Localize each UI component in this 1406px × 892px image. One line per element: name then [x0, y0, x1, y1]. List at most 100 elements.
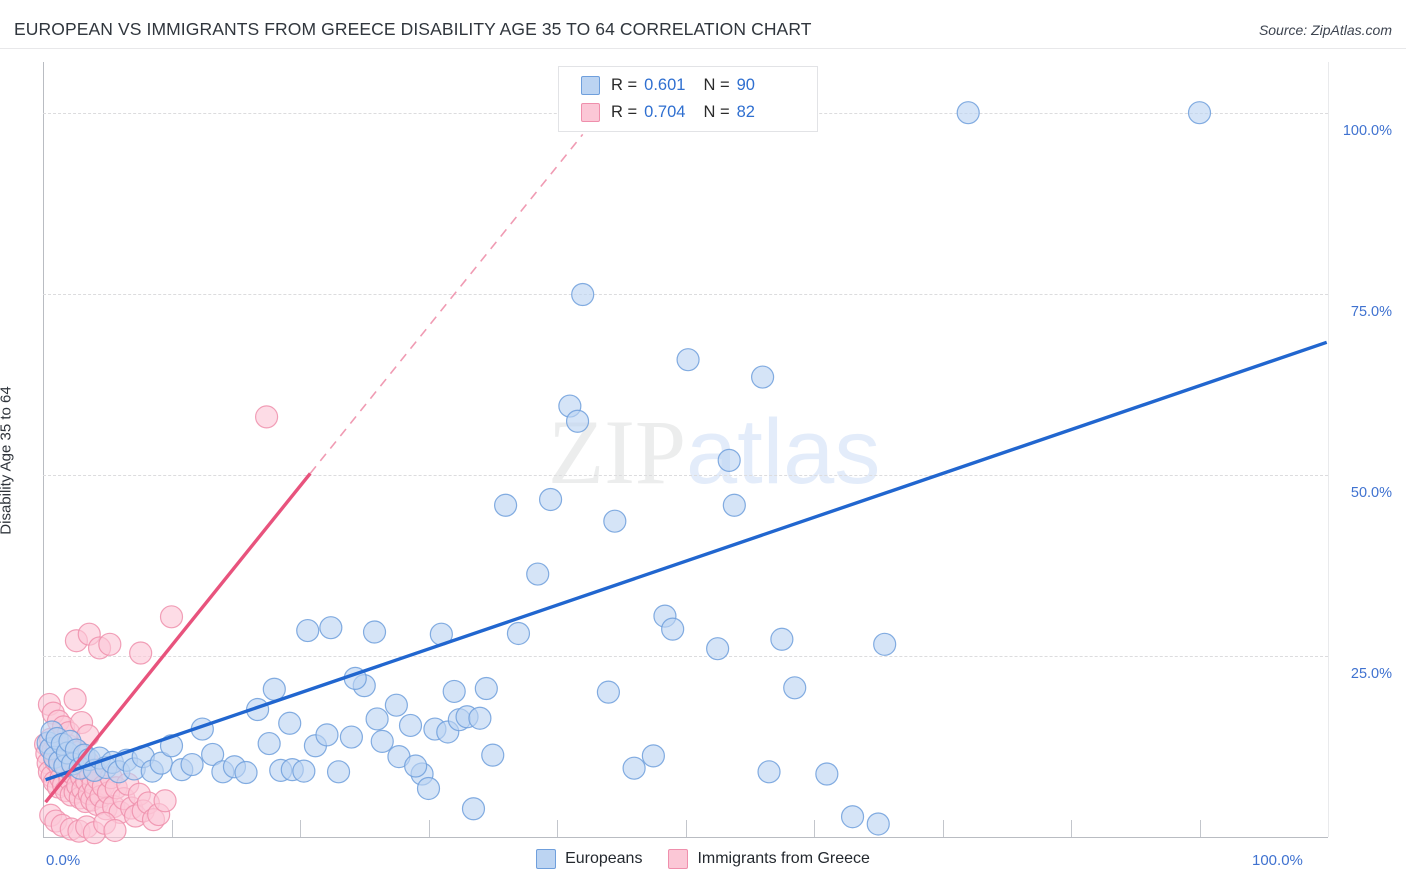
data-point[interactable] [416, 776, 441, 801]
data-point[interactable] [722, 493, 746, 517]
data-point[interactable] [292, 759, 316, 783]
stats-row-europeans: R = 0.601 N = 90 [581, 72, 755, 99]
data-point[interactable] [262, 677, 286, 701]
data-point[interactable] [840, 805, 865, 829]
x-tick-label: 100.0% [1252, 852, 1303, 869]
data-point[interactable] [180, 752, 204, 777]
data-point[interactable] [815, 762, 839, 786]
data-point[interactable] [257, 731, 281, 756]
legend-item-immigrants-greece[interactable]: Immigrants from Greece [668, 849, 870, 869]
correlation-stats-box: R = 0.601 N = 90 R = 0.704 N = 82 [558, 66, 818, 132]
axis-bottom-border [43, 837, 1328, 838]
data-point[interactable] [339, 725, 363, 749]
data-point[interactable] [622, 756, 646, 780]
data-point[interactable] [326, 760, 351, 784]
data-point[interactable] [956, 101, 980, 125]
x-tick-mark [685, 820, 687, 837]
data-point[interactable] [526, 562, 550, 586]
stats-n-label-2: N = [703, 103, 730, 121]
x-tick-mark [300, 820, 301, 837]
data-point[interactable] [296, 618, 320, 643]
data-point[interactable] [98, 632, 122, 656]
x-tick-mark [1199, 820, 1201, 837]
data-point[interactable] [866, 812, 890, 836]
data-point[interactable] [770, 627, 794, 651]
legend-swatch-immigrants-greece [668, 849, 689, 869]
data-point[interactable] [783, 676, 807, 700]
gridline-y [43, 293, 1328, 295]
stats-swatch-blue [581, 76, 600, 95]
y-tick-label: 100.0% [1342, 122, 1392, 139]
data-point[interactable] [757, 760, 781, 784]
data-point[interactable] [468, 706, 492, 730]
data-point[interactable] [641, 744, 665, 768]
stats-n-value-1: 90 [736, 76, 755, 94]
stats-r-label-2: R = [611, 103, 638, 121]
data-point[interactable] [461, 797, 486, 821]
data-point[interactable] [63, 687, 87, 711]
data-point[interactable] [362, 620, 387, 644]
data-point[interactable] [442, 679, 466, 704]
legend-swatch-europeans [536, 849, 557, 869]
data-point[interactable] [319, 616, 343, 640]
data-point[interactable] [706, 637, 730, 661]
data-point[interactable] [571, 282, 595, 307]
data-point[interactable] [506, 621, 531, 646]
legend-label-europeans: Europeans [565, 850, 643, 867]
data-point[interactable] [398, 713, 423, 738]
data-point[interactable] [129, 641, 153, 665]
data-point[interactable] [201, 742, 225, 767]
x-tick-mark [942, 820, 944, 837]
y-tick-label: 25.0% [1350, 665, 1392, 682]
data-point[interactable] [565, 409, 590, 433]
trendline-immigrants-from-greece [44, 472, 312, 804]
data-point[interactable] [103, 818, 127, 843]
data-point[interactable] [873, 632, 897, 656]
page-title: EUROPEAN VS IMMIGRANTS FROM GREECE DISAB… [14, 19, 812, 39]
data-point[interactable] [234, 760, 258, 785]
x-tick-mark [428, 820, 430, 837]
y-tick-label: 50.0% [1350, 484, 1392, 501]
data-point[interactable] [404, 754, 428, 778]
x-tick-mark [557, 820, 558, 837]
data-point[interactable] [153, 789, 177, 813]
stats-row-immigrants: R = 0.704 N = 82 [581, 99, 755, 126]
header-divider [0, 48, 1406, 49]
data-point[interactable] [676, 348, 700, 372]
gridline-y [43, 474, 1328, 476]
data-point[interactable] [481, 743, 505, 767]
x-tick-mark [814, 820, 815, 837]
trendline-europeans [45, 340, 1328, 782]
data-point[interactable] [603, 509, 627, 533]
gridline-y [43, 655, 1328, 657]
stats-r-label-1: R = [611, 76, 638, 94]
data-point[interactable] [596, 680, 621, 704]
data-point[interactable] [278, 711, 302, 735]
x-tick-mark [1071, 820, 1072, 837]
stats-r-value-2: 0.704 [644, 103, 686, 121]
data-point[interactable] [254, 405, 279, 429]
data-point[interactable] [1187, 101, 1212, 125]
series-legend: Europeans Immigrants from Greece [0, 849, 1406, 869]
data-point[interactable] [370, 729, 394, 753]
data-point[interactable] [365, 707, 389, 731]
x-tick-label: 0.0% [46, 852, 81, 869]
legend-item-europeans[interactable]: Europeans [536, 849, 642, 869]
data-point[interactable] [159, 605, 184, 629]
data-point[interactable] [474, 676, 498, 701]
data-point[interactable] [717, 448, 741, 472]
data-point[interactable] [315, 723, 339, 747]
data-point[interactable] [538, 487, 563, 512]
stats-n-value-2: 82 [736, 103, 755, 121]
y-tick-label: 75.0% [1350, 303, 1392, 320]
x-tick-mark [171, 820, 173, 837]
source-attribution: Source: ZipAtlas.com [1258, 22, 1392, 38]
data-point[interactable] [494, 493, 518, 517]
data-point[interactable] [384, 693, 408, 717]
axis-right-border [1328, 62, 1329, 837]
data-point[interactable] [750, 365, 775, 389]
data-point[interactable] [661, 617, 685, 641]
series-europeans [36, 101, 1212, 836]
